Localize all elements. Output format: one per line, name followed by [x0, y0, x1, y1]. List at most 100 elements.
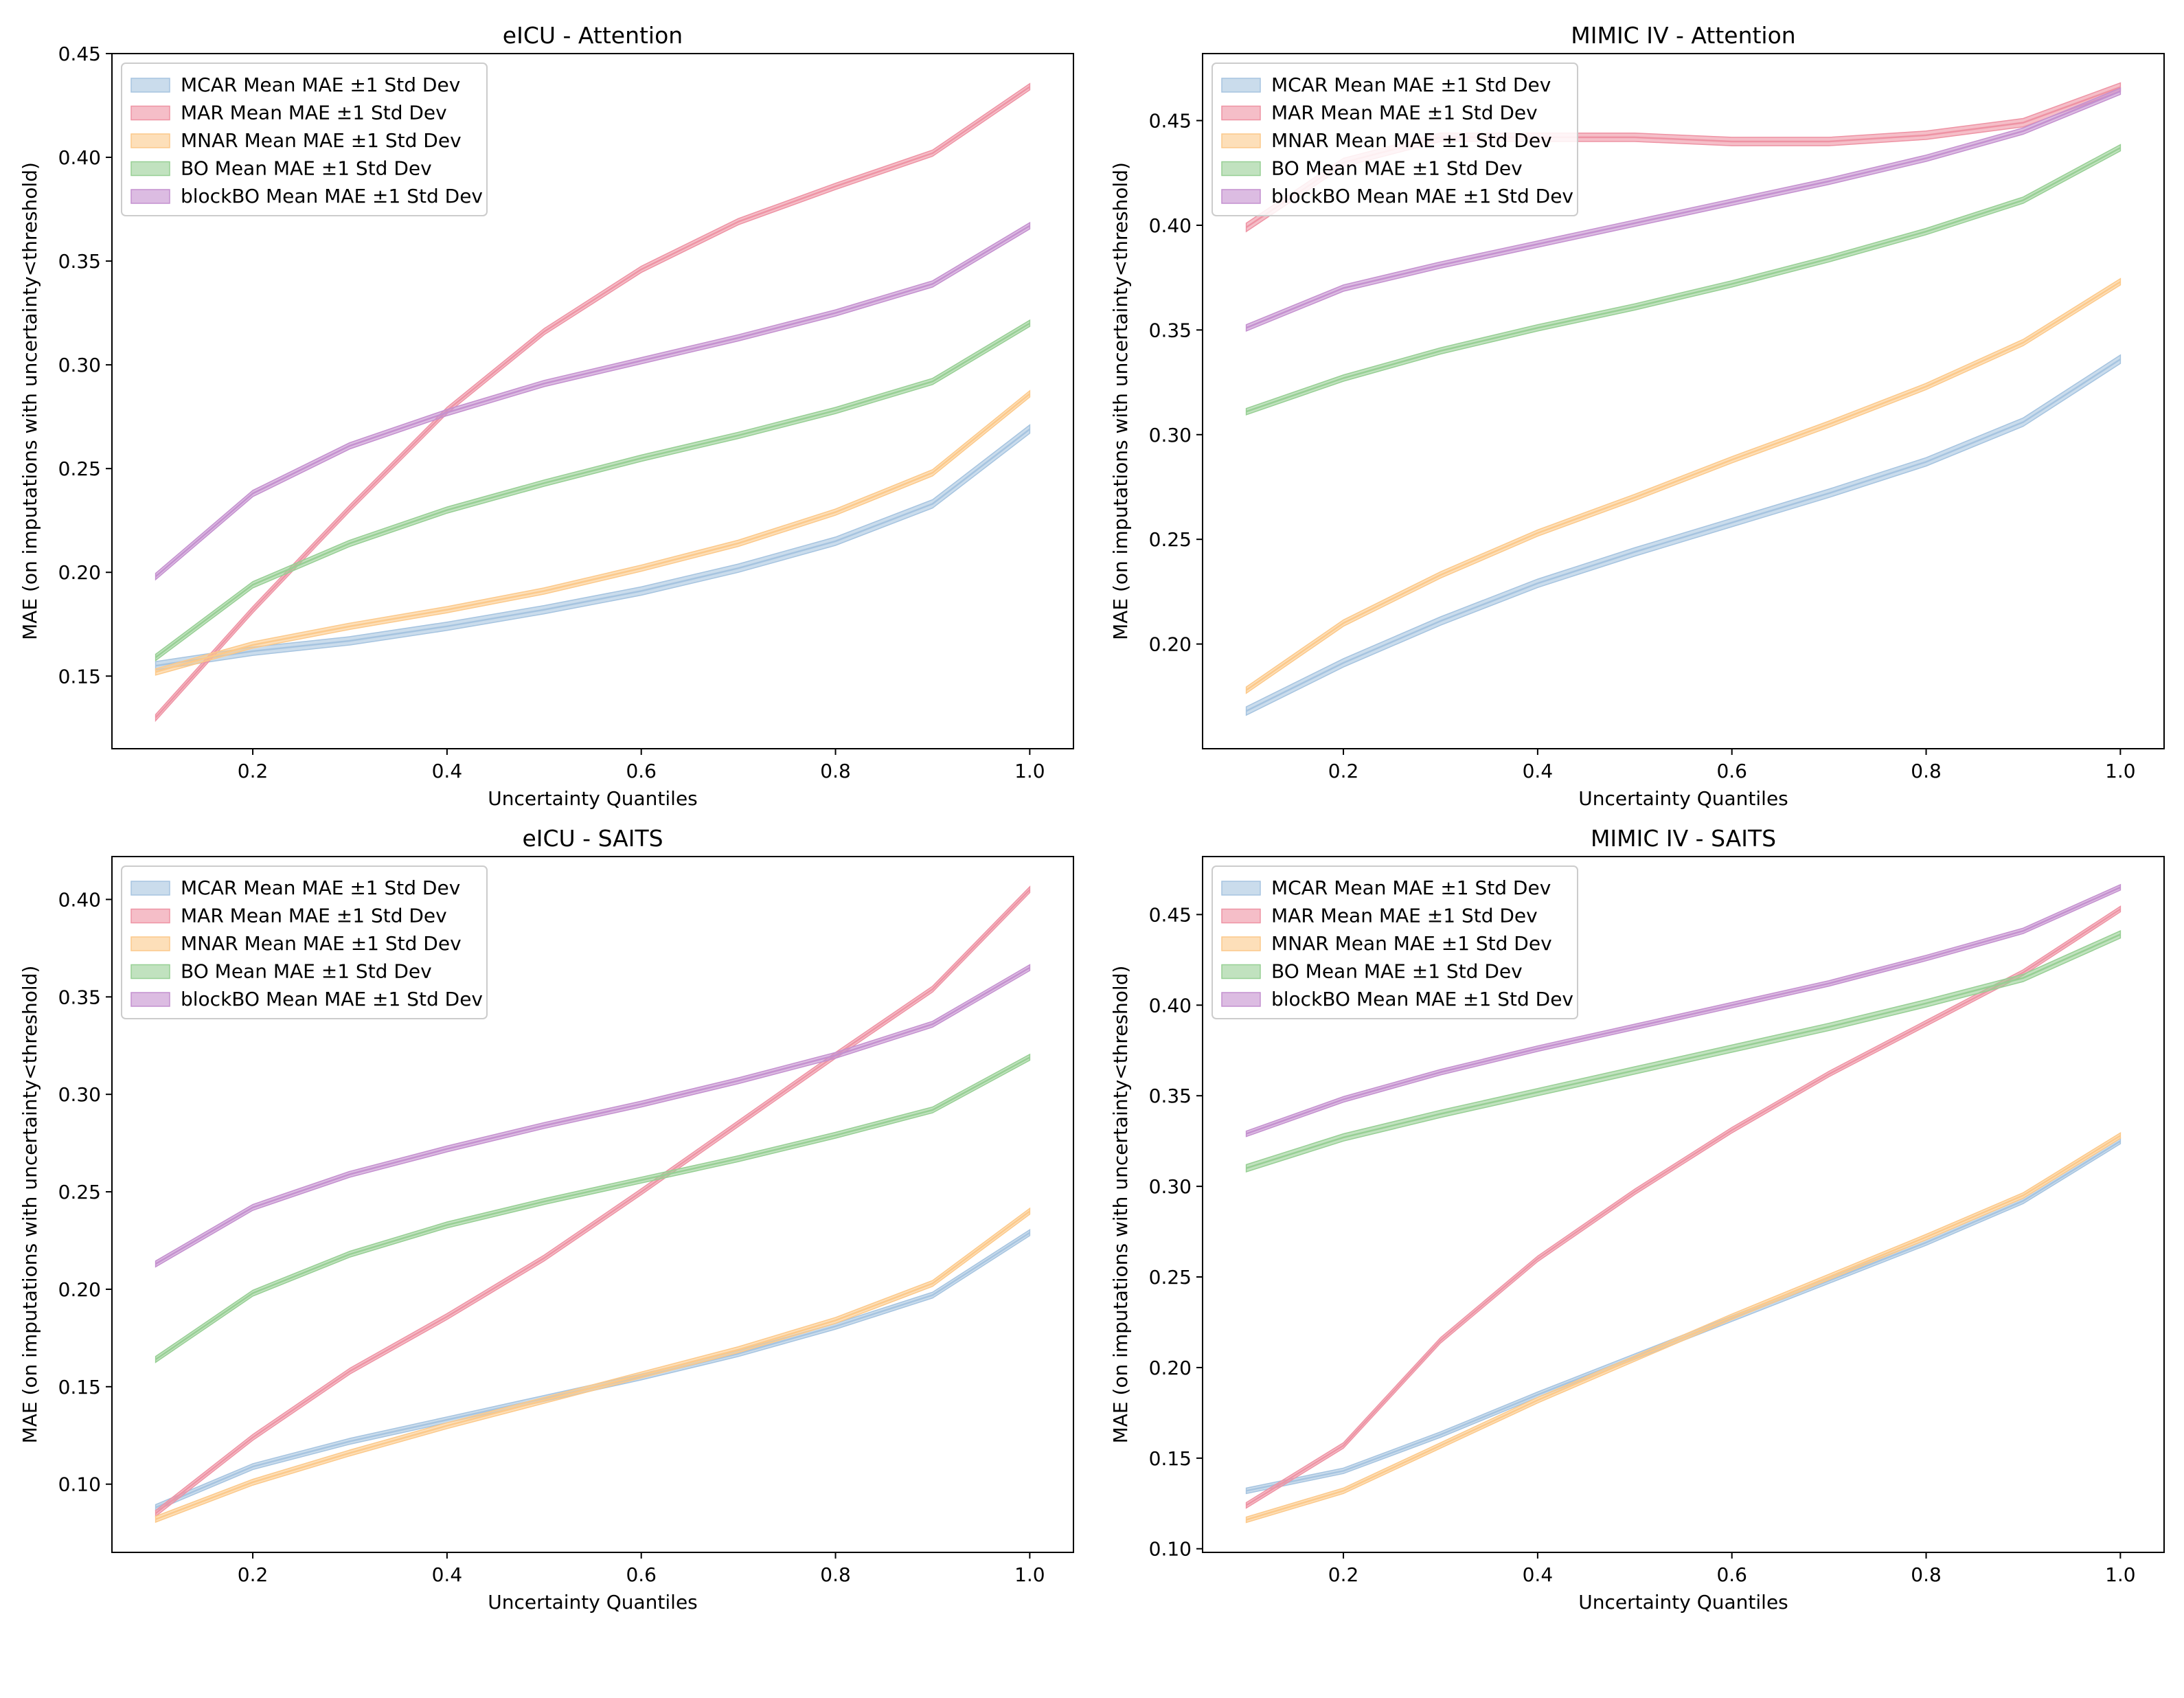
legend-label-mnar: MNAR Mean MAE ±1 Std Dev — [1271, 932, 1552, 955]
series-line-bo — [1246, 933, 2121, 1169]
series-line-bo — [155, 322, 1031, 659]
x-tick-label: 0.4 — [1523, 1563, 1554, 1586]
series-band-bo — [1245, 144, 2122, 416]
legend-swatch-mnar — [1221, 936, 1261, 951]
legend-swatch-blockbo — [130, 992, 170, 1007]
legend-label-mar: MAR Mean MAE ±1 Std Dev — [1271, 905, 1538, 927]
series-band-mcar — [1245, 354, 2122, 716]
chart-title: eICU - SAITS — [522, 825, 663, 852]
y-tick-label: 0.35 — [1149, 319, 1192, 341]
x-tick-label: 0.6 — [626, 1563, 657, 1586]
legend-box — [1212, 865, 1578, 1019]
legend-label-mcar: MCAR Mean MAE ±1 Std Dev — [1271, 876, 1551, 899]
y-tick-label: 0.35 — [58, 986, 101, 1008]
series-line-mnar — [155, 1210, 1031, 1520]
y-tick-label: 0.45 — [58, 43, 101, 65]
series-line-bo — [155, 1056, 1030, 1361]
x-axis-label: Uncertainty Quantiles — [488, 787, 698, 810]
x-tick-label: 0.8 — [1911, 1563, 1942, 1586]
x-tick-label: 1.0 — [2105, 1563, 2136, 1586]
x-tick-label: 0.4 — [432, 1563, 463, 1586]
legend-label-blockbo: blockBO Mean MAE ±1 Std Dev — [1271, 185, 1573, 207]
legend-label-blockbo: blockBO Mean MAE ±1 Std Dev — [181, 988, 483, 1010]
x-tick-label: 0.2 — [1328, 760, 1359, 782]
legend-swatch-mar — [130, 908, 170, 924]
series-band-mar — [155, 885, 1031, 1518]
chart-0: 0.2 0.4 0.6 0.8 1.0 0.15 0.20 0.25 0.30 0.35 0.40 0… — [19, 22, 1074, 810]
y-tick-label: 0.20 — [1149, 1357, 1192, 1379]
legend-label-bo: BO Mean MAE ±1 Std Dev — [181, 157, 432, 180]
series-band-mcar — [155, 424, 1031, 671]
legend-swatch-blockbo — [1221, 189, 1261, 204]
legend-label-mar: MAR Mean MAE ±1 Std Dev — [1271, 102, 1538, 124]
axes-frame — [111, 856, 1074, 1553]
y-tick-label: 0.15 — [58, 665, 101, 688]
y-tick-label: 0.30 — [1149, 1175, 1192, 1198]
legend-label-bo: BO Mean MAE ±1 Std Dev — [181, 960, 432, 983]
legend-swatch-blockbo — [130, 189, 170, 204]
legend-swatch-mar — [1221, 908, 1261, 924]
x-tick-label: 0.8 — [1911, 760, 1942, 782]
x-tick-label: 1.0 — [2105, 760, 2136, 782]
y-tick-label: 0.15 — [1149, 1447, 1192, 1470]
legend-label-mar: MAR Mean MAE ±1 Std Dev — [181, 905, 447, 927]
series-band-mnar — [155, 389, 1031, 676]
legend-label-blockbo: blockBO Mean MAE ±1 Std Dev — [1271, 988, 1573, 1010]
x-tick-label: 1.0 — [1014, 1563, 1045, 1586]
y-tick-label: 0.30 — [1149, 424, 1192, 446]
chart-title: eICU - Attention — [503, 22, 683, 49]
series-band-bo — [155, 1053, 1031, 1363]
x-tick-label: 0.2 — [1328, 1563, 1359, 1586]
legend-swatch-mcar — [130, 881, 170, 896]
series-band-mnar — [155, 1207, 1031, 1524]
x-tick-label: 0.6 — [1716, 1563, 1747, 1586]
series-line-mnar — [1245, 281, 2122, 691]
legend: MCAR Mean MAE ±1 Std Dev MAR Mean MAE ±1 … — [121, 63, 488, 216]
y-axis-label: MAE (on imputations with uncertainty<thr… — [19, 162, 41, 640]
legend-box — [121, 63, 488, 216]
x-tick-label: 0.2 — [238, 760, 269, 782]
series-line-mcar — [155, 428, 1031, 667]
series-band-blockbo — [1245, 87, 2122, 332]
legend-swatch-mar — [1221, 105, 1261, 121]
x-tick-label: 0.6 — [626, 760, 657, 782]
series-band-mcar — [155, 1229, 1031, 1512]
series-band-blockbo — [155, 221, 1031, 581]
y-tick-label: 0.10 — [1149, 1538, 1192, 1561]
y-tick-label: 0.40 — [1149, 214, 1192, 237]
legend-swatch-mcar — [1221, 78, 1261, 93]
series-line-mcar — [1246, 358, 2122, 712]
series-line-mar — [155, 86, 1031, 718]
series-line-blockbo — [1246, 886, 2121, 1135]
y-tick-label: 0.25 — [1149, 528, 1192, 551]
legend-label-mcar: MCAR Mean MAE ±1 Std Dev — [1271, 73, 1551, 96]
series-line-blockbo — [155, 225, 1031, 578]
y-tick-label: 0.45 — [1149, 110, 1192, 133]
y-tick-label: 0.35 — [58, 250, 101, 273]
series-band-bo — [1245, 930, 2122, 1173]
legend: MCAR Mean MAE ±1 Std Dev MAR Mean MAE ±1 … — [1212, 63, 1578, 216]
series-line-mnar — [1246, 1135, 2122, 1521]
legend-swatch-bo — [1221, 161, 1261, 177]
y-tick-label: 0.25 — [1149, 1266, 1192, 1289]
legend-swatch-mnar — [130, 936, 170, 951]
legend-label-mcar: MCAR Mean MAE ±1 Std Dev — [181, 73, 460, 96]
x-axis-label: Uncertainty Quantiles — [1578, 1591, 1788, 1614]
legend-swatch-mcar — [1221, 881, 1261, 896]
legend-label-bo: BO Mean MAE ±1 Std Dev — [1271, 157, 1523, 180]
y-tick-label: 0.25 — [58, 457, 101, 480]
axes-frame — [1202, 53, 2165, 749]
x-axis-label: Uncertainty Quantiles — [488, 1591, 698, 1614]
legend-label-mnar: MNAR Mean MAE ±1 Std Dev — [1271, 129, 1552, 152]
x-axis-label: Uncertainty Quantiles — [1578, 787, 1788, 810]
x-tick-label: 1.0 — [1014, 760, 1045, 782]
legend-swatch-mnar — [130, 133, 170, 148]
series-line-mnar — [155, 393, 1031, 673]
y-tick-label: 0.10 — [58, 1473, 101, 1496]
legend-swatch-bo — [130, 161, 170, 177]
legend-swatch-blockbo — [1221, 992, 1261, 1007]
chart-2: 0.2 0.4 0.6 0.8 1.0 0.10 0.15 0.20 0.25 0.30 0.35 0… — [19, 825, 1074, 1614]
y-tick-label: 0.40 — [58, 888, 101, 911]
y-tick-label: 0.25 — [58, 1181, 101, 1203]
